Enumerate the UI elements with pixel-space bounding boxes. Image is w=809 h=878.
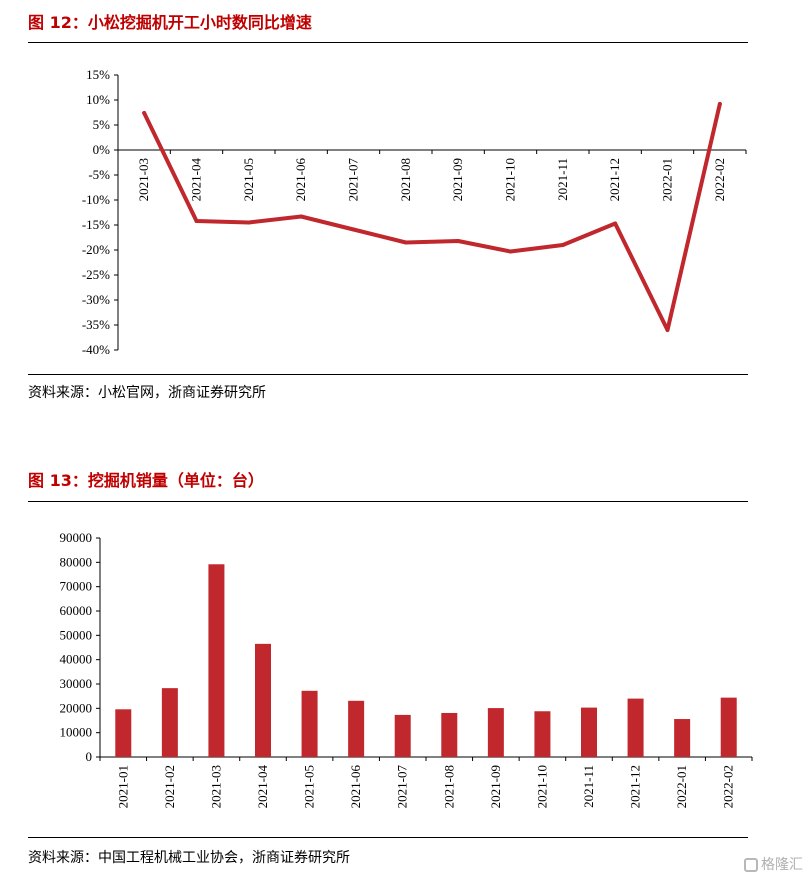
figure-13-title: 图 13：挖掘机销量（单位：台）: [28, 471, 264, 490]
data-point: [403, 240, 408, 245]
y-tick-label: -40%: [82, 342, 110, 357]
bar: [161, 688, 178, 757]
x-tick-label: 2021-02: [162, 765, 177, 808]
bar-chart: 90000 80000 70000 60000 50000 40000 30000 20000…: [60, 530, 753, 809]
data-point: [142, 111, 147, 115]
y-tick-label: 90000: [60, 530, 93, 545]
watermark-text: 格隆汇: [761, 857, 803, 873]
x-tick-label: 2022-01: [660, 158, 675, 201]
y-tick-label: -15%: [82, 217, 110, 232]
y-tick-label: 50000: [60, 627, 93, 642]
y-tick-label: 30000: [60, 676, 93, 691]
x-tick-label: 2021-12: [607, 158, 622, 201]
watermark-logo-icon: [744, 858, 758, 872]
y-tick-label: 60000: [60, 603, 93, 618]
data-point: [246, 220, 251, 225]
bar: [441, 712, 458, 757]
x-tick-label: 2021-01: [115, 765, 130, 808]
x-tick-label: 2021-03: [208, 765, 223, 808]
bar: [115, 709, 132, 757]
x-tick-label: 2021-05: [302, 765, 317, 808]
y-tick-label: -5%: [88, 167, 110, 182]
y-tick-label: 40000: [60, 652, 93, 667]
y-tick-label: -30%: [82, 292, 110, 307]
x-tick-label: 2021-08: [398, 158, 413, 201]
bar: [301, 690, 318, 757]
y-tick-label: 0%: [93, 142, 111, 157]
watermark: 格隆汇: [744, 854, 803, 874]
x-tick-label: 2021-04: [255, 765, 270, 809]
bar: [674, 719, 691, 757]
data-point: [508, 249, 513, 254]
y-tick-label: 80000: [60, 554, 93, 569]
bar: [255, 643, 271, 757]
y-tick-label: -25%: [82, 267, 110, 282]
x-tick-label: 2022-01: [674, 765, 689, 808]
x-tick-label: 2021-10: [503, 158, 518, 201]
figure-13-bottom-rule: [28, 837, 748, 838]
data-point: [194, 219, 199, 223]
x-tick-label: 2021-09: [450, 158, 465, 201]
y-tick-label: -20%: [82, 242, 110, 257]
x-tick-label: 2021-08: [441, 765, 456, 808]
y-tick-label: 15%: [86, 67, 110, 82]
y-tick-label: 10000: [60, 725, 93, 740]
y-tick-label: 20000: [60, 700, 93, 715]
data-point: [665, 328, 670, 332]
bar: [348, 700, 365, 757]
y-tick-label: 0: [86, 749, 93, 764]
x-tick-label: 2021-12: [628, 765, 643, 808]
x-tick-label: 2021-11: [555, 158, 570, 201]
series-line: [142, 102, 722, 332]
x-tick-label: 2022-02: [712, 158, 727, 201]
y-tick-label: 5%: [93, 117, 111, 132]
bar: [581, 707, 597, 757]
x-tick-label: 2022-02: [721, 765, 736, 808]
x-tick-label: 2021-05: [241, 158, 256, 201]
x-tick-label: 2021-09: [488, 765, 503, 808]
figure-12-title: 图 12：小松挖掘机开工小时数同比增速: [28, 13, 312, 32]
figure-12-bottom-rule: [28, 374, 748, 375]
data-point: [560, 243, 565, 247]
data-point: [351, 227, 356, 232]
figure-12-top-rule: [28, 42, 748, 43]
bar: [487, 708, 504, 757]
x-tick-label: 2021-11: [581, 765, 596, 808]
figure-13-source: 资料来源：中国工程机械工业协会，浙商证券研究所: [28, 850, 350, 866]
data-point: [717, 102, 722, 106]
y-tick-label: -35%: [82, 317, 110, 332]
x-tick-label: 2021-06: [348, 765, 363, 809]
data-point: [456, 239, 461, 243]
y-tick-label: -10%: [82, 192, 110, 207]
bar: [720, 697, 737, 757]
x-tick-label: 2021-03: [136, 158, 151, 201]
figure-12-source: 资料来源：小松官网，浙商证券研究所: [28, 385, 266, 401]
bar: [208, 564, 225, 757]
y-tick-label: 70000: [60, 579, 93, 594]
bar: [534, 711, 551, 757]
bar: [394, 714, 411, 757]
line-chart: 15% 10% 5% 0% -5% -10% -15% -20% -25% -30% -35% -40…: [82, 67, 747, 357]
x-tick-label: 2021-07: [395, 765, 410, 809]
figure-13-top-rule: [28, 501, 748, 502]
x-tick-label: 2021-07: [346, 158, 361, 202]
y-tick-label: 10%: [86, 92, 110, 107]
data-point: [299, 214, 304, 219]
bar: [627, 698, 644, 757]
x-tick-label: 2021-10: [534, 765, 549, 808]
x-tick-label: 2021-06: [293, 158, 308, 202]
data-point: [613, 221, 618, 226]
x-tick-label: 2021-04: [189, 158, 204, 202]
